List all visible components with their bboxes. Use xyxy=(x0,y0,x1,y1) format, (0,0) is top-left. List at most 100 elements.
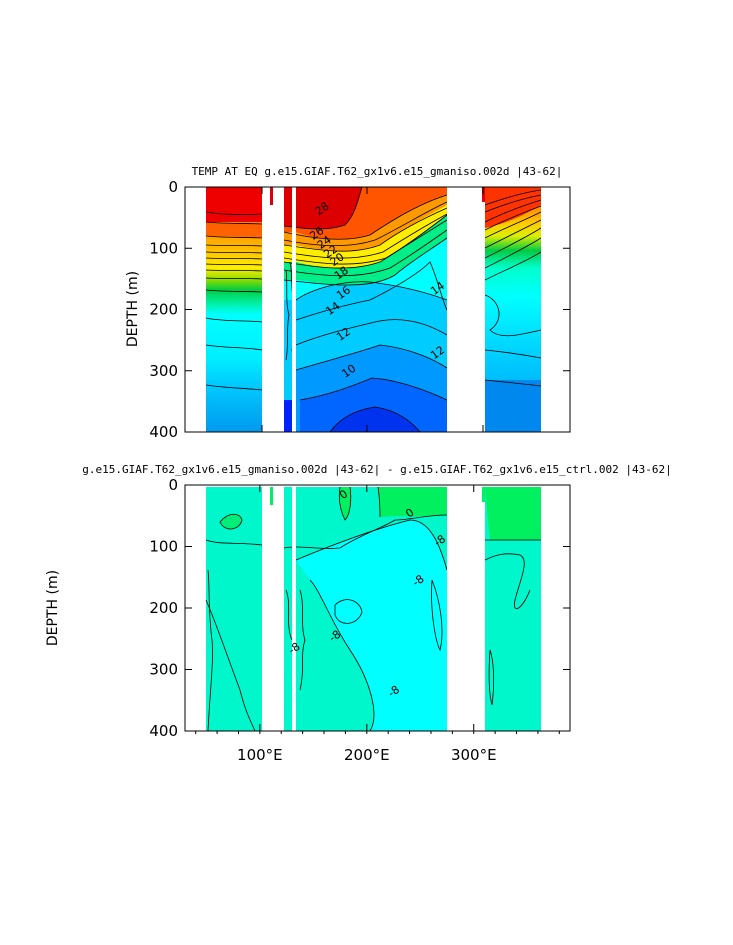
temp-contour-line xyxy=(484,219,542,249)
y-tick-label: 0 xyxy=(168,476,178,494)
temp-contour-line xyxy=(295,319,448,346)
diff-east-green xyxy=(485,487,541,540)
diff-pacific-green-spot xyxy=(339,487,351,520)
temp-east-deep xyxy=(485,380,541,432)
y-tick-label: 400 xyxy=(149,423,178,441)
temp-contour-line xyxy=(205,317,263,323)
diff-contour-line xyxy=(205,599,256,731)
temp-contour-line xyxy=(484,251,542,281)
temp-contour-line xyxy=(205,235,263,239)
diff-contour-line xyxy=(299,589,306,691)
top-panel-title: TEMP AT EQ g.e15.GIAF.T62_gx1v6.e15_gman… xyxy=(192,165,563,178)
land-gap xyxy=(292,187,296,432)
temp-pacific-deep2 xyxy=(300,378,447,432)
temp-contour-line xyxy=(283,229,448,277)
bottom-panel-title: g.e15.GIAF.T62_gx1v6.e15_gmaniso.002d |4… xyxy=(82,463,671,476)
diff-contour-line xyxy=(285,589,293,641)
y-tick-label: 200 xyxy=(149,599,178,617)
y-tick-label: 100 xyxy=(149,538,178,556)
diff-contour-line xyxy=(283,514,448,549)
x-tick-label: 100°E xyxy=(237,746,283,764)
temp-west-warm-pool xyxy=(206,187,262,222)
temp-contour-line xyxy=(484,294,542,337)
y-tick-label: 300 xyxy=(149,661,178,679)
temp-contour-line xyxy=(484,199,542,223)
temp-contour-line xyxy=(283,214,448,269)
temp-contour-line xyxy=(299,377,448,401)
land-gap xyxy=(447,187,485,432)
temp-contour-line xyxy=(484,189,542,206)
y-tick-label: 100 xyxy=(149,239,178,257)
temp-contour-line xyxy=(205,221,263,225)
temp-contour-line xyxy=(205,251,263,254)
top-x-ticks xyxy=(261,187,484,432)
temp-contour-line xyxy=(283,201,448,247)
temp-pacific-deep3 xyxy=(330,407,420,432)
difference-field xyxy=(206,487,541,731)
y-tick-label: 400 xyxy=(149,722,178,740)
temp-contour-line xyxy=(484,379,542,387)
temp-contour-line xyxy=(205,263,263,266)
diff-contour-line xyxy=(295,519,448,571)
diff-contours xyxy=(205,486,541,731)
island-fragment xyxy=(482,187,485,202)
temp-contour-line xyxy=(285,269,290,361)
bottom-x-axis: 100°E 200°E 300°E xyxy=(195,485,560,764)
top-y-axis-label: DEPTH (m) xyxy=(125,271,141,347)
temp-contour-line xyxy=(205,277,263,280)
temp-contour-line xyxy=(484,237,542,269)
diff-contour-line xyxy=(484,553,531,610)
temp-contour-line xyxy=(283,213,448,259)
diff-pacific-cyan xyxy=(296,520,447,731)
diff-contour-line xyxy=(431,579,443,652)
temp-contour-line xyxy=(205,244,263,247)
temp-east-warm xyxy=(485,187,541,228)
temp-contour-line xyxy=(205,344,263,351)
temp-pacific-hot xyxy=(284,187,362,229)
bottom-y-axis: 0 100 200 300 400 xyxy=(149,476,570,740)
difference-panel: g.e15.GIAF.T62_gx1v6.e15_gmaniso.002d |4… xyxy=(45,463,672,764)
diff-contour-line xyxy=(309,579,375,731)
temp-contour-line xyxy=(205,384,263,391)
island-fragment xyxy=(270,187,273,205)
island-fragment xyxy=(270,487,273,505)
land-gap xyxy=(447,487,485,731)
land-gap xyxy=(292,487,296,731)
land-gap xyxy=(262,187,283,432)
temp-contour-line xyxy=(295,261,448,321)
diff-contour-line xyxy=(334,599,363,624)
temp-contour-line xyxy=(329,406,421,432)
diff-pacific-green xyxy=(378,487,447,517)
temp-contour-line xyxy=(205,211,263,215)
temp-contour-line xyxy=(283,187,363,230)
temp-contour-line xyxy=(283,194,448,240)
diff-contour-line xyxy=(488,649,495,706)
temp-contour-line xyxy=(295,281,448,301)
x-tick-label: 300°E xyxy=(451,746,497,764)
temp-contour-line xyxy=(283,237,448,286)
temp-west-orange xyxy=(206,222,262,238)
y-tick-label: 0 xyxy=(168,178,178,196)
temp-contour-line xyxy=(205,289,263,293)
temp-contour-line xyxy=(484,211,542,239)
temp-strait-deep xyxy=(284,400,292,432)
temp-contour-line xyxy=(484,227,542,259)
diff-contour-line xyxy=(205,539,263,546)
temp-contour-line xyxy=(484,205,542,231)
y-tick-label: 300 xyxy=(149,362,178,380)
bottom-y-axis-label: DEPTH (m) xyxy=(45,570,61,646)
temp-contour-line xyxy=(205,269,263,272)
temp-contour-line xyxy=(283,207,448,252)
temp-contour-line xyxy=(295,344,448,371)
temperature-panel: TEMP AT EQ g.e15.GIAF.T62_gx1v6.e15_gman… xyxy=(125,165,571,441)
y-tick-label: 200 xyxy=(149,301,178,319)
bottom-land-mask xyxy=(262,487,570,731)
diff-contour-line xyxy=(338,486,352,521)
diff-contour-line xyxy=(219,513,243,530)
island-fragment xyxy=(482,487,485,502)
diff-contour-line xyxy=(207,569,213,731)
temp-contour-line xyxy=(205,257,263,260)
temp-contour-line xyxy=(484,194,542,213)
diff-contour-line xyxy=(377,486,381,518)
